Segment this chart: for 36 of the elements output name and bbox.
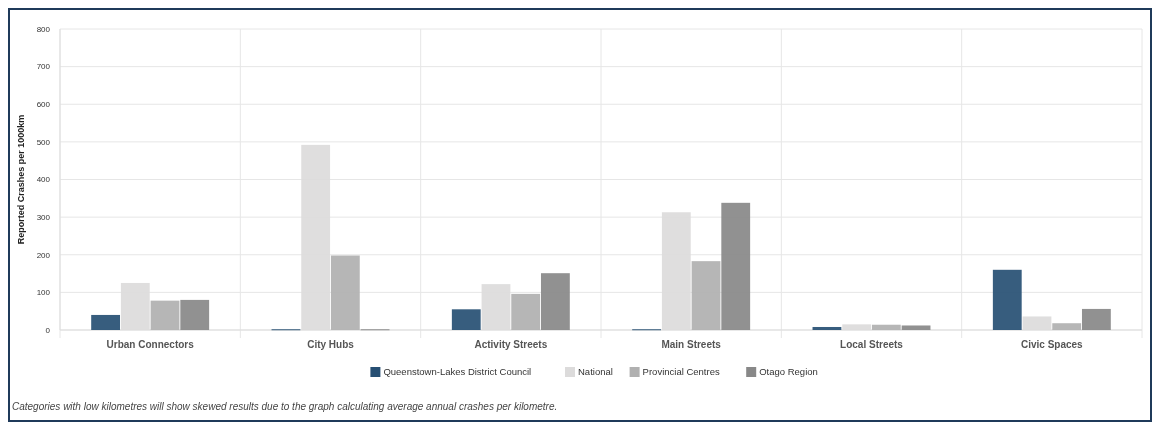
y-axis-title: Reported Crashes per 1000km [16, 114, 26, 245]
bar [721, 202, 751, 330]
bar [150, 300, 180, 330]
y-tick-label: 400 [36, 175, 51, 185]
bar [871, 324, 901, 330]
bar [1052, 323, 1082, 330]
bar [511, 293, 541, 330]
x-tick-label: Main Streets [661, 339, 722, 350]
y-tick-label: 600 [36, 100, 51, 110]
x-tick-label: Urban Connectors [106, 339, 195, 350]
bar [91, 314, 121, 330]
bar [540, 273, 570, 330]
x-tick-label: Local Streets [840, 339, 904, 350]
bar [901, 325, 931, 330]
y-tick-label: 300 [36, 212, 51, 222]
y-tick-label: 500 [36, 137, 51, 147]
bar [330, 255, 360, 330]
y-tick-label: 200 [36, 250, 51, 260]
y-tick-label: 800 [36, 24, 51, 34]
x-tick-label: Civic Spaces [1020, 339, 1084, 350]
bar [1081, 308, 1111, 330]
bar [451, 309, 481, 330]
bar [992, 269, 1022, 330]
legend-label: Queenstown-Lakes District Council [383, 366, 532, 378]
y-tick-label: 0 [45, 325, 51, 335]
bar [180, 299, 210, 330]
y-tick-label: 100 [36, 288, 51, 298]
x-tick-label: Activity Streets [474, 339, 548, 350]
bar [812, 326, 842, 330]
legend-label: Provincial Centres [642, 366, 720, 378]
legend-label: National [578, 366, 613, 378]
text: Categories with low kilometres will show skewed results due to the graph calculating average annual crashes per kilometre. [12, 401, 558, 412]
x-tick-label: City Hubs [307, 339, 355, 350]
legend-label: Otago Region [759, 366, 818, 378]
y-tick-label: 700 [36, 62, 51, 72]
bar [691, 261, 721, 330]
